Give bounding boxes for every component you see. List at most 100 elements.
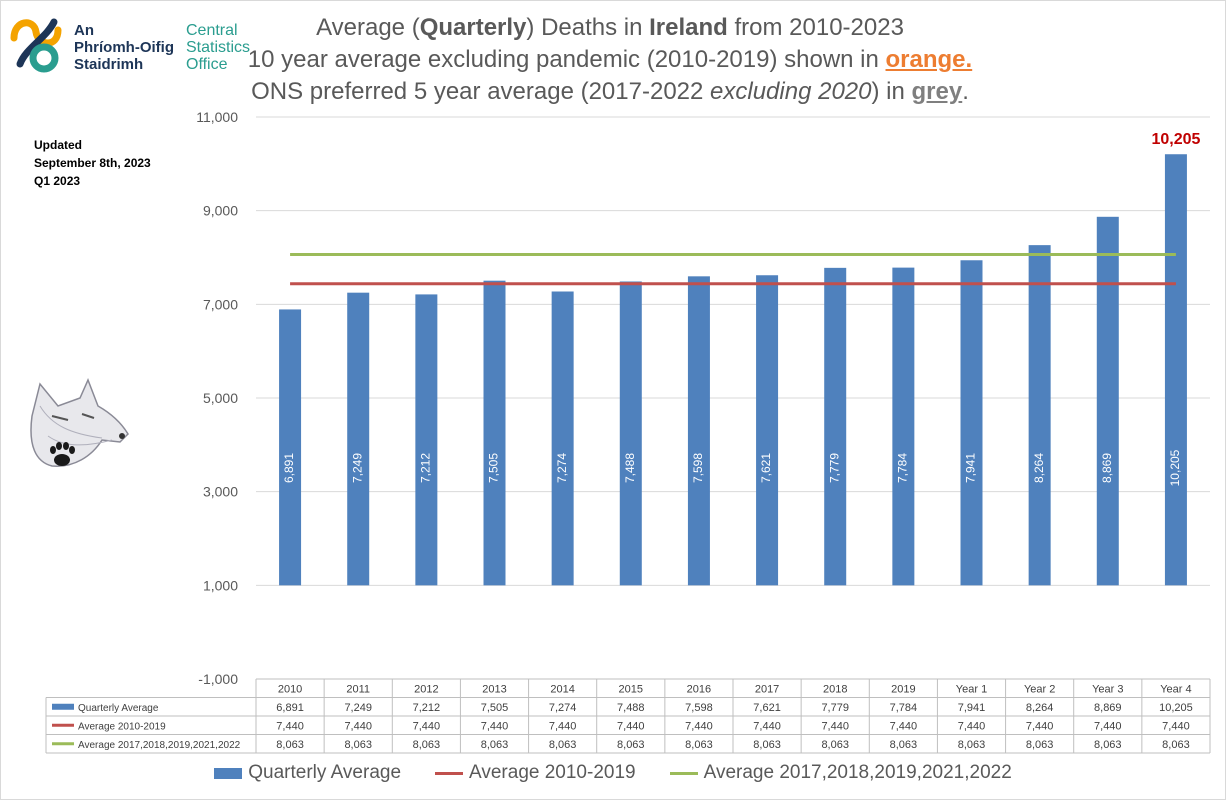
chart-legend: Quarterly Average Average 2010-2019 Aver… (0, 762, 1226, 784)
title-line-3: ONS preferred 5 year average (2017-2022 … (240, 76, 980, 108)
title-italic: excluding 2020 (710, 78, 872, 105)
bar-data-label: 7,941 (964, 453, 978, 483)
bar-data-label: 7,784 (896, 453, 910, 483)
table-value-cell: 8,063 (685, 739, 713, 751)
table-value-cell: 7,784 (890, 702, 918, 714)
y-tick-label: 5,000 (203, 390, 238, 406)
bar (1164, 154, 1187, 586)
logo-irish-line3: Staidrimh (74, 56, 144, 73)
title-text: Average ( (316, 14, 420, 41)
table-value-cell: 8,063 (481, 739, 509, 751)
table-value-cell: 7,440 (276, 720, 304, 732)
legend-swatch-line (435, 771, 464, 775)
table-category-cell: Year 1 (956, 683, 987, 695)
bar-data-label: 10,205 (1168, 449, 1182, 486)
bar-data-label: 7,779 (827, 453, 841, 483)
y-tick-label: 11,000 (196, 109, 238, 125)
bar-data-label: 7,249 (350, 453, 364, 483)
logo-irish-name: An Phríomh-Oifig Staidrimh (74, 22, 174, 73)
table-series-name: Average 2010-2019 (78, 721, 166, 732)
y-tick-label: 1,000 (203, 577, 238, 593)
bar (1096, 216, 1119, 586)
table-category-cell: 2012 (414, 683, 438, 695)
legend-label: Average 2017,2018,2019,2021,2022 (703, 762, 1012, 783)
table-value-cell: 8,869 (1094, 702, 1122, 714)
table-value-cell: 7,505 (481, 702, 509, 714)
logo-irish-line2: Phríomh-Oifig (74, 39, 174, 56)
table-value-cell: 8,063 (890, 739, 918, 751)
table-value-cell: 8,063 (1026, 739, 1054, 751)
update-note-line1: Updated (34, 138, 82, 152)
table-value-cell: 8,063 (344, 739, 372, 751)
table-value-cell: 7,440 (549, 720, 577, 732)
title-line-2: 10 year average excluding pandemic (2010… (240, 44, 980, 76)
table-value-cell: 6,891 (276, 702, 304, 714)
update-note: Updated September 8th, 2023 Q1 2023 (34, 136, 151, 190)
logo-english-line3: Office (186, 56, 228, 73)
legend-item-quarterly-average: Quarterly Average (214, 762, 401, 784)
table-value-cell: 7,440 (1162, 720, 1190, 732)
table-series-name: Quarterly Average (78, 703, 159, 714)
table-value-cell: 8,063 (821, 739, 849, 751)
table-legend-key (52, 703, 74, 710)
bar (483, 280, 506, 586)
y-tick-label: 9,000 (203, 203, 238, 219)
bar (960, 260, 983, 586)
table-value-cell: 10,205 (1159, 702, 1193, 714)
bar-data-label: 7,598 (691, 453, 705, 483)
table-category-cell: 2014 (550, 683, 574, 695)
bar (756, 275, 779, 586)
bar (1028, 245, 1051, 586)
bar-data-label: 7,488 (623, 453, 637, 483)
bar (687, 276, 710, 586)
title-line-1: Average (Quarterly) Deaths in Ireland fr… (240, 12, 980, 44)
table-value-cell: 7,249 (344, 702, 372, 714)
legend-item-average-2010-2019: Average 2010-2019 (435, 762, 636, 784)
bar-data-label: 8,264 (1032, 453, 1046, 483)
bar (892, 267, 915, 586)
table-value-cell: 7,440 (958, 720, 986, 732)
y-tick-label: 7,000 (203, 296, 238, 312)
title-bold-quarterly: Quarterly (419, 14, 527, 41)
bar-data-label: 8,869 (1100, 453, 1114, 483)
cso-logo: An Phríomh-Oifig Staidrimh Central Stati… (6, 8, 276, 78)
table-value-cell: 8,063 (1162, 739, 1190, 751)
table-value-cell: 7,941 (958, 702, 986, 714)
update-note-date: September 8th, 2023 (34, 156, 151, 170)
bar-data-label: 6,891 (282, 453, 296, 483)
title-bold-ireland: Ireland (649, 14, 728, 41)
legend-label: Quarterly Average (248, 762, 402, 783)
table-value-cell: 7,440 (617, 720, 645, 732)
y-tick-label: -1,000 (198, 671, 238, 687)
table-value-cell: 7,440 (685, 720, 713, 732)
table-category-cell: 2018 (823, 683, 847, 695)
table-category-cell: 2011 (346, 683, 370, 695)
legend-swatch-line (669, 771, 698, 775)
table-value-cell: 7,440 (890, 720, 918, 732)
logo-irish-line1: An (74, 22, 94, 39)
title-grey: grey (911, 78, 963, 105)
table-value-cell: 8,063 (753, 739, 781, 751)
table-value-cell: 7,274 (549, 702, 577, 714)
y-tick-label: 3,000 (203, 484, 238, 500)
bar (415, 294, 438, 586)
title-orange: orange. (885, 46, 973, 73)
table-category-cell: 2019 (891, 683, 915, 695)
table-value-cell: 8,264 (1026, 702, 1054, 714)
table-value-cell: 8,063 (958, 739, 986, 751)
table-value-cell: 7,440 (413, 720, 441, 732)
table-category-cell: Year 2 (1024, 683, 1055, 695)
table-value-cell: 7,598 (685, 702, 713, 714)
table-value-cell: 8,063 (413, 739, 441, 751)
table-category-cell: 2016 (687, 683, 711, 695)
logo-english-line2: Statistics (186, 39, 251, 56)
bar (619, 281, 642, 586)
table-value-cell: 7,488 (617, 702, 645, 714)
table-value-cell: 8,063 (549, 739, 577, 751)
bar (824, 267, 847, 586)
bar-data-label: 7,505 (487, 453, 501, 483)
title-text: ) Deaths in (526, 14, 650, 41)
bar (347, 292, 370, 586)
legend-label: Average 2010-2019 (469, 762, 636, 783)
legend-item-average-5-year: Average 2017,2018,2019,2021,2022 (669, 762, 1012, 784)
